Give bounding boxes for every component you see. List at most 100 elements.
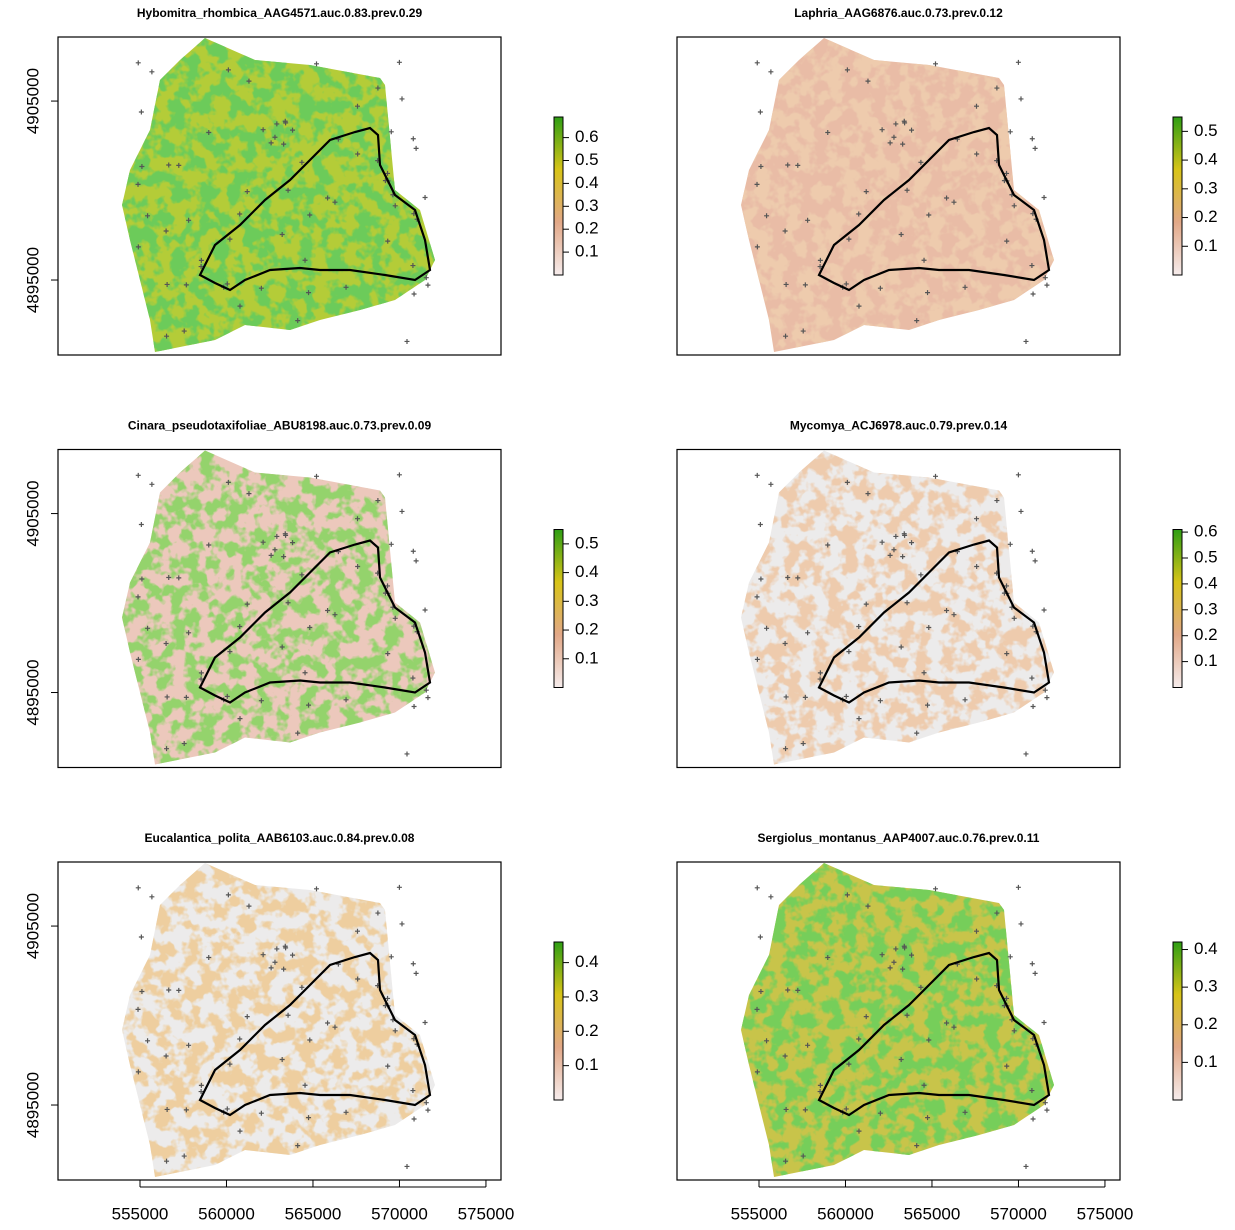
sample-point (1018, 921, 1023, 926)
panel-title: Cinara_pseudotaxifoliae_ABU8198.auc.0.73… (128, 419, 432, 433)
sample-point (405, 751, 410, 756)
x-tick-label: 555000 (731, 1204, 788, 1223)
colorbar-tick-label: 0.5 (575, 533, 599, 552)
sample-point (1030, 961, 1035, 966)
sample-point (412, 704, 417, 709)
panel: Sergiolus_montanus_AAP4007.auc.0.76.prev… (677, 831, 1218, 1223)
sample-point (758, 522, 763, 527)
sample-point (405, 1164, 410, 1169)
colorbar-tick-label: 0.2 (575, 219, 599, 238)
sample-point (399, 509, 404, 514)
y-tick-label: 4905000 (23, 893, 42, 959)
colorbar-tick-label: 0.3 (575, 196, 599, 215)
sample-point (411, 136, 416, 141)
sample-point (1024, 1164, 1029, 1169)
y-tick-label: 4895000 (23, 1072, 42, 1138)
sample-point (423, 607, 428, 612)
sample-point (1018, 96, 1023, 101)
y-tick-label: 4905000 (23, 68, 42, 134)
sample-point (136, 473, 141, 478)
sample-point (405, 339, 410, 344)
colorbar-tick-label: 0.5 (1194, 121, 1218, 140)
sample-point (411, 961, 416, 966)
x-tick-label: 565000 (285, 1204, 342, 1223)
colorbar-tick-label: 0.3 (1194, 977, 1218, 996)
panel-title: Laphria_AAG6876.auc.0.73.prev.0.12 (794, 6, 1003, 20)
colorbar-tick-label: 0.3 (1194, 178, 1218, 197)
colorbar-tick-label: 0.4 (1194, 939, 1218, 958)
sample-point (1016, 472, 1021, 477)
colorbar (1173, 117, 1182, 275)
sample-point (412, 292, 417, 297)
sample-point (136, 60, 141, 65)
raster-texture (122, 451, 435, 765)
sample-point (768, 894, 773, 899)
panel: Eucalantica_polita_AAB6103.auc.0.84.prev… (23, 831, 598, 1223)
sample-point (1030, 136, 1035, 141)
sample-point (136, 885, 141, 890)
sample-point (139, 522, 144, 527)
colorbar-tick-label: 0.2 (575, 1021, 599, 1040)
sample-point (149, 482, 154, 487)
sample-point (314, 474, 319, 479)
sample-point (414, 146, 419, 151)
colorbar-tick-label: 0.2 (1194, 1014, 1218, 1033)
raster-texture (741, 451, 1054, 765)
colorbar-tick-label: 0.2 (575, 620, 599, 639)
colorbar (554, 530, 563, 688)
sample-point (1042, 607, 1047, 612)
sample-point (1044, 1108, 1049, 1113)
colorbar-tick-label: 0.1 (1194, 1052, 1218, 1071)
y-tick-label: 4895000 (23, 247, 42, 313)
sample-point (414, 971, 419, 976)
sample-point (1033, 146, 1038, 151)
raster-texture (741, 38, 1054, 352)
colorbar-tick-label: 0.6 (575, 127, 599, 146)
colorbar-tick-label: 0.2 (1194, 625, 1218, 644)
x-tick-label: 575000 (1077, 1204, 1134, 1223)
colorbar (1173, 530, 1182, 688)
sample-point (414, 558, 419, 563)
panel: Hybomitra_rhombica_AAG4571.auc.0.83.prev… (23, 6, 598, 355)
sample-point (1016, 60, 1021, 65)
sample-point (1018, 509, 1023, 514)
x-tick-label: 570000 (371, 1204, 428, 1223)
sample-point (758, 110, 763, 115)
colorbar-tick-label: 0.4 (575, 562, 599, 581)
sample-point (425, 695, 430, 700)
colorbar-tick-label: 0.3 (575, 986, 599, 1005)
colorbar-tick-label: 0.4 (575, 952, 599, 971)
sample-point (423, 195, 428, 200)
colorbar (1173, 942, 1182, 1100)
panel-title: Sergiolus_montanus_AAP4007.auc.0.76.prev… (758, 831, 1040, 845)
panel: Laphria_AAG6876.auc.0.73.prev.0.120.10.2… (677, 6, 1218, 355)
sample-point (1031, 1117, 1036, 1122)
sample-point (399, 921, 404, 926)
panel-title: Mycomya_ACJ6978.auc.0.79.prev.0.14 (790, 419, 1008, 433)
y-tick-label: 4895000 (23, 659, 42, 725)
sample-point (411, 549, 416, 554)
colorbar-tick-label: 0.1 (575, 648, 599, 667)
sample-point (1030, 549, 1035, 554)
sample-point (768, 482, 773, 487)
sample-point (1042, 195, 1047, 200)
raster-texture (122, 38, 435, 352)
x-tick-label: 575000 (458, 1204, 515, 1223)
colorbar-tick-label: 0.5 (1194, 547, 1218, 566)
colorbar (554, 942, 563, 1100)
sample-point (1024, 339, 1029, 344)
colorbar-tick-label: 0.4 (1194, 573, 1218, 592)
x-tick-label: 555000 (112, 1204, 169, 1223)
sample-point (397, 472, 402, 477)
figure: Hybomitra_rhombica_AAG4571.auc.0.83.prev… (0, 0, 1235, 1230)
sample-point (1031, 704, 1036, 709)
panel-title: Eucalantica_polita_AAB6103.auc.0.84.prev… (145, 831, 415, 845)
sample-point (1033, 971, 1038, 976)
sample-point (139, 935, 144, 940)
sample-point (768, 69, 773, 74)
sample-point (755, 473, 760, 478)
sample-point (1031, 292, 1036, 297)
colorbar-tick-label: 0.1 (1194, 651, 1218, 670)
sample-point (397, 885, 402, 890)
sample-point (933, 61, 938, 66)
